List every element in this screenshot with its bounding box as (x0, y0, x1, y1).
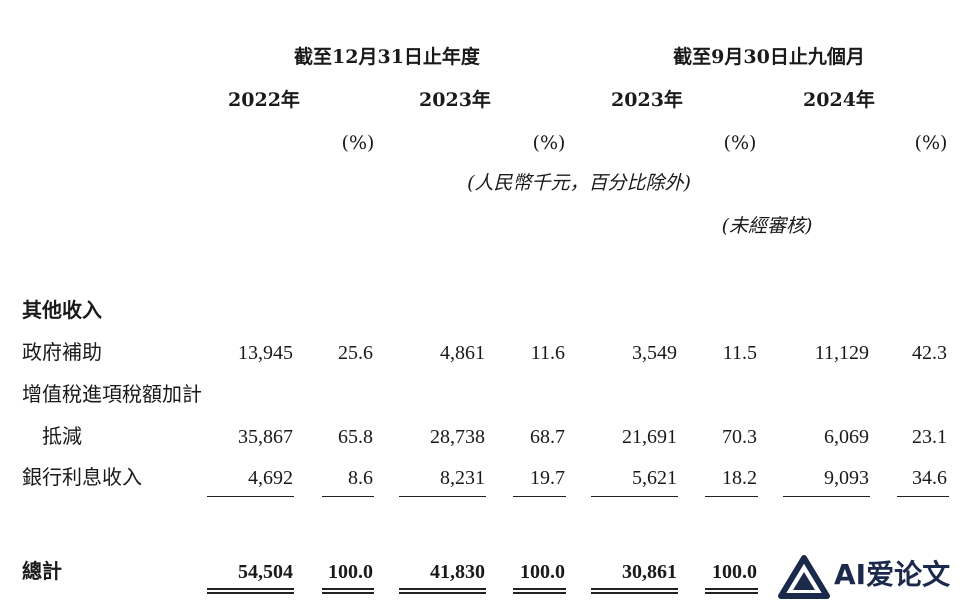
cell-value: 3,549 (632, 342, 677, 364)
year-header-2022: 2022年 (228, 89, 300, 111)
unaudited-note: (未經審核) (721, 215, 813, 237)
row-label: 政府補助 (22, 340, 102, 364)
cell-value: 6,069 (824, 426, 869, 448)
total-pct: 100.0 (520, 561, 565, 583)
year-header-2023-interim: 2023年 (611, 89, 683, 111)
pct-header-3: (%) (723, 132, 757, 154)
subtotal-rule (783, 496, 870, 497)
watermark-logo: AI爱论文 (778, 555, 960, 599)
currency-note: (人民幣千元，百分比除外) (467, 172, 691, 194)
total-double-rule (705, 588, 758, 594)
period-header-annual: 截至12月31日止年度 (294, 46, 480, 68)
cell-value: 21,691 (622, 426, 677, 448)
watermark-logo-icon (778, 555, 830, 599)
total-value: 54,504 (238, 561, 293, 583)
total-value: 41,830 (430, 561, 485, 583)
subtotal-rule (591, 496, 678, 497)
pct-header-1: (%) (341, 132, 375, 154)
total-double-rule (207, 588, 294, 594)
cell-value: 8,231 (440, 467, 485, 489)
cell-value: 11,129 (814, 342, 869, 364)
cell-pct: 68.7 (530, 426, 565, 448)
cell-pct: 70.3 (722, 426, 757, 448)
cell-value: 5,621 (632, 467, 677, 489)
total-double-rule (591, 588, 678, 594)
total-double-rule (322, 588, 374, 594)
watermark-text: AI爱论文 (834, 558, 951, 591)
cell-pct: 18.2 (722, 467, 757, 489)
cell-value: 4,692 (248, 467, 293, 489)
cell-pct: 11.6 (530, 342, 565, 364)
cell-value: 13,945 (238, 342, 293, 364)
cell-pct: 11.5 (722, 342, 757, 364)
subtotal-rule (399, 496, 486, 497)
row-label: 增值稅進項稅額加計 (22, 382, 202, 406)
total-pct: 100.0 (712, 561, 757, 583)
cell-pct: 8.6 (348, 467, 373, 489)
cell-value: 4,861 (440, 342, 485, 364)
row-label: 銀行利息收入 (22, 465, 142, 489)
subtotal-rule (897, 496, 949, 497)
subtotal-rule (513, 496, 566, 497)
pct-header-2: (%) (532, 132, 566, 154)
cell-value: 9,093 (824, 467, 869, 489)
cell-value: 35,867 (238, 426, 293, 448)
total-pct: 100.0 (328, 561, 373, 583)
cell-pct: 19.7 (530, 467, 565, 489)
cell-pct: 23.1 (912, 426, 947, 448)
total-double-rule (513, 588, 566, 594)
cell-pct: 25.6 (338, 342, 373, 364)
subtotal-rule (705, 496, 758, 497)
row-label-continued: 抵減 (42, 424, 82, 448)
total-value: 30,861 (622, 561, 677, 583)
cell-value: 28,738 (430, 426, 485, 448)
subtotal-rule (322, 496, 374, 497)
section-title: 其他收入 (22, 298, 102, 322)
year-header-2024: 2024年 (803, 89, 875, 111)
year-header-2023-annual: 2023年 (419, 89, 491, 111)
period-header-nine-months: 截至9月30日止九個月 (673, 46, 865, 68)
cell-pct: 65.8 (338, 426, 373, 448)
cell-pct: 34.6 (912, 467, 947, 489)
cell-pct: 42.3 (912, 342, 947, 364)
total-label: 總計 (22, 559, 62, 583)
total-double-rule (399, 588, 486, 594)
subtotal-rule (207, 496, 294, 497)
pct-header-4: (%) (914, 132, 948, 154)
